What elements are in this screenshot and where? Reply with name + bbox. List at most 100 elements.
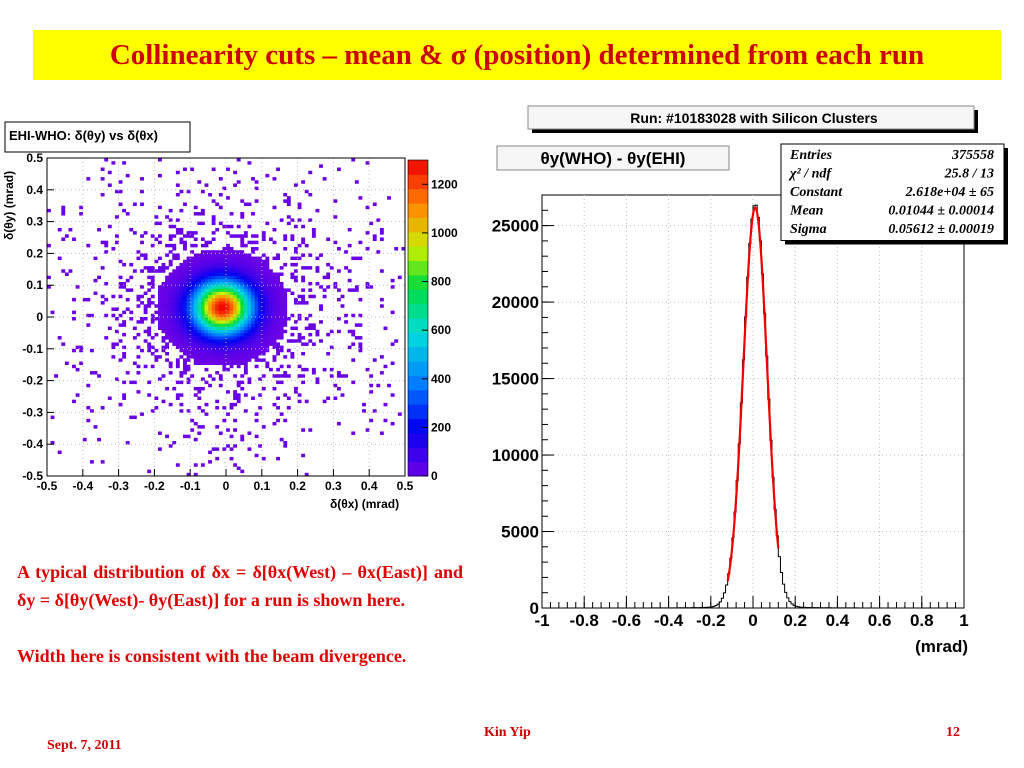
heatmap-cell	[154, 355, 159, 359]
heatmap-cell	[240, 266, 245, 270]
heatmap-cell	[387, 196, 391, 200]
heatmap-cell	[261, 345, 266, 350]
heatmap-cell	[229, 313, 234, 318]
heatmap-cell	[132, 336, 137, 340]
heatmap-cell	[211, 307, 216, 311]
heatmap-cell	[208, 278, 212, 283]
heatmap-cell	[175, 326, 180, 331]
heatmap-cells	[47, 158, 406, 477]
heatmap-color-scale-frame	[407, 159, 429, 477]
heatmap-cell	[233, 355, 238, 359]
heatmap-cell	[143, 364, 148, 369]
heatmap-cell	[297, 332, 302, 337]
heatmap-color-scale	[407, 159, 429, 477]
heatmap-cell	[172, 441, 177, 445]
heatmap-cell	[247, 224, 252, 229]
heatmap-cell	[183, 348, 187, 353]
heatmap-z-tick-label: 1000	[431, 226, 458, 240]
heatmap-cell	[279, 380, 284, 385]
heatmap-cell	[161, 297, 166, 302]
heatmap-cell	[197, 358, 202, 362]
heatmap-cell	[236, 399, 241, 404]
heatmap-cell	[283, 192, 288, 197]
heatmap-cell	[168, 320, 173, 324]
heatmap-cell	[236, 364, 241, 369]
heatmap-cell	[179, 266, 184, 270]
heatmap-cell	[261, 282, 266, 286]
heatmap-cell	[261, 329, 266, 334]
heatmap-cell	[208, 345, 212, 350]
heatmap-cell	[154, 358, 159, 362]
heatmap-cell	[172, 310, 177, 315]
heatmap-cell	[254, 240, 259, 245]
heatmap-cell	[276, 275, 280, 280]
heatmap-cell	[236, 358, 241, 362]
heatmap-cell	[147, 266, 152, 270]
heatmap-cell	[186, 336, 191, 340]
heatmap-cell	[243, 256, 248, 261]
heatmap-cell	[226, 272, 230, 276]
heatmap-cell	[272, 320, 277, 324]
heatmap-z-tick-label: 200	[431, 420, 451, 434]
heatmap-cell	[165, 288, 170, 292]
heatmap-cell	[211, 447, 216, 451]
heatmap-cell	[222, 269, 227, 273]
histogram-x-tick-label: 0	[748, 611, 757, 630]
histogram-x-tick-label: -1	[534, 611, 549, 630]
heatmap-cell	[150, 266, 155, 270]
heatmap-cell	[211, 361, 216, 365]
heatmap-cell	[186, 310, 191, 315]
heatmap-cell	[236, 317, 241, 321]
heatmap-x-tick-label: -0.5	[37, 479, 58, 493]
heatmap-cell	[179, 304, 184, 308]
heatmap-cell	[165, 313, 170, 318]
heatmap-cell	[215, 262, 220, 267]
heatmap-cell	[157, 158, 162, 162]
heatmap-cell	[172, 307, 177, 311]
heatmap-cell	[179, 342, 184, 346]
heatmap-cell	[179, 371, 184, 375]
heatmap-cell	[229, 253, 234, 257]
heatmap-cell	[208, 320, 212, 324]
heatmap-cell	[308, 313, 313, 318]
heatmap-cell	[340, 294, 345, 299]
heatmap-cell	[47, 243, 51, 248]
heatmap-cell	[226, 167, 230, 172]
heatmap-cell	[104, 313, 109, 318]
heatmap-cell	[172, 320, 177, 324]
heatmap-cell	[265, 262, 270, 267]
heatmap-cell	[104, 240, 109, 245]
heatmap-cell	[276, 380, 280, 385]
heatmap-cell	[175, 282, 180, 286]
heatmap-cell	[154, 221, 159, 226]
heatmap-cell	[211, 253, 216, 257]
description-text-2: Width here is consistent with the beam d…	[17, 646, 407, 666]
heatmap-cell	[168, 317, 173, 321]
heatmap-cell	[208, 358, 212, 362]
heatmap-cell	[301, 374, 306, 378]
heatmap-cell	[150, 269, 155, 273]
heatmap-cell	[165, 342, 170, 346]
heatmap-cell	[254, 266, 259, 270]
heatmap-cell	[354, 180, 359, 184]
heatmap-cell	[175, 294, 180, 299]
heatmap-cell	[240, 250, 245, 254]
heatmap-cell	[286, 202, 291, 206]
heatmap-cell	[172, 234, 177, 238]
heatmap-cell	[197, 307, 202, 311]
heatmap-cell	[272, 256, 277, 261]
heatmap-cell	[261, 285, 266, 289]
heatmap-cell	[143, 310, 148, 315]
heatmap-cell	[336, 374, 341, 378]
heatmap-cell	[229, 339, 234, 343]
heatmap-cell	[236, 313, 241, 318]
heatmap-cell	[254, 358, 259, 362]
heatmap-cell	[247, 377, 252, 381]
heatmap-cell	[147, 342, 152, 346]
heatmap-cell	[251, 323, 255, 327]
heatmap-cell	[157, 234, 162, 238]
heatmap-cell	[376, 383, 381, 388]
heatmap-cell	[251, 329, 255, 334]
heatmap-cell	[261, 351, 266, 356]
heatmap-cell	[290, 313, 295, 318]
